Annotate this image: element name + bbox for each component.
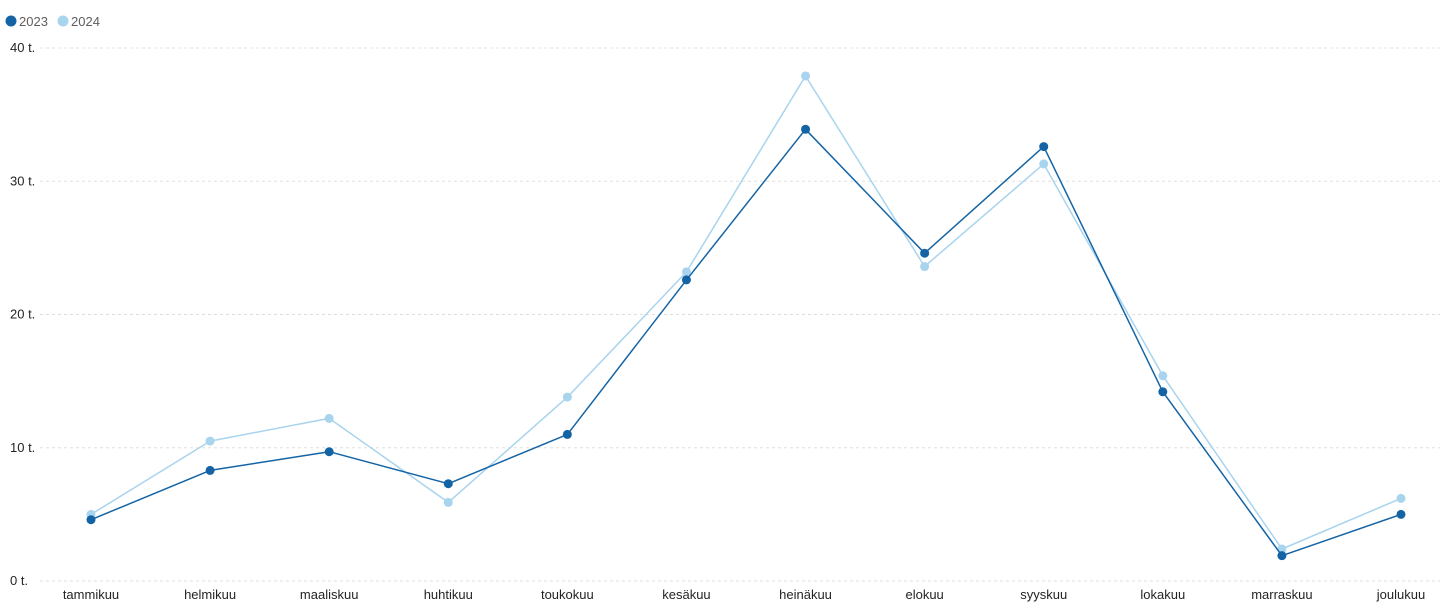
legend-marker-2023[interactable] [5,15,17,27]
legend-label-2023[interactable]: 2023 [19,14,48,29]
x-tick-label: helmikuu [184,587,236,602]
x-tick-label: tammikuu [63,587,119,602]
data-point-2024-marraskuu[interactable] [1277,544,1287,554]
gridlines [40,47,1440,582]
data-point-2024-toukokuu[interactable] [562,392,572,402]
data-point-2023-joulukuu[interactable] [1396,509,1406,519]
data-point-2024-elokuu[interactable] [920,262,930,272]
data-point-2024-heinäkuu[interactable] [801,71,811,81]
data-point-2024-lokakuu[interactable] [1158,371,1168,381]
legend-label-2024[interactable]: 2024 [71,14,100,29]
x-tick-label: heinäkuu [779,587,832,602]
data-point-2024-huhtikuu[interactable] [443,497,453,507]
x-axis: tammikuu helmikuu maaliskuu huhtikuu toukoku… [63,587,1425,602]
x-tick-label: huhtikuu [424,587,473,602]
x-tick-label: syyskuu [1020,587,1067,602]
data-point-2023-elokuu[interactable] [920,248,930,258]
x-tick-label: lokakuu [1140,587,1185,602]
data-point-2023-huhtikuu[interactable] [443,479,453,489]
data-point-2024-kesäkuu[interactable] [681,267,691,277]
data-point-2023-marraskuu[interactable] [1277,551,1287,561]
series-layer [86,71,1406,561]
y-tick-label: 0 t. [10,573,28,588]
legend-marker-2024[interactable] [57,15,69,27]
data-point-2023-helmikuu[interactable] [205,465,215,475]
legend: 2023 2024 [5,14,100,29]
x-tick-label: elokuu [905,587,943,602]
data-point-2023-maaliskuu[interactable] [324,447,334,457]
series-2023 [86,124,1406,561]
y-tick-label: 40 t. [10,40,35,55]
series-line-2024 [90,75,1402,550]
data-point-2023-kesäkuu[interactable] [681,275,691,285]
y-tick-label: 10 t. [10,440,35,455]
data-point-2023-heinäkuu[interactable] [801,124,811,134]
data-point-2024-syyskuu[interactable] [1039,159,1049,169]
x-tick-label: marraskuu [1251,587,1312,602]
series-line-2023 [90,128,1402,557]
data-point-2023-toukokuu[interactable] [562,429,572,439]
data-point-2023-lokakuu[interactable] [1158,387,1168,397]
y-tick-label: 30 t. [10,173,35,188]
y-tick-label: 20 t. [10,307,35,322]
data-point-2024-joulukuu[interactable] [1396,493,1406,503]
x-tick-label: toukokuu [541,587,594,602]
series-2024 [86,71,1406,554]
x-tick-label: kesäkuu [662,587,710,602]
x-tick-label: maaliskuu [300,587,359,602]
y-axis: 0 t. 10 t. 20 t. 30 t. 40 t. [10,40,35,588]
x-tick-label: joulukuu [1376,587,1425,602]
data-point-2023-tammikuu[interactable] [86,515,96,525]
data-point-2023-syyskuu[interactable] [1039,142,1049,152]
data-point-2024-helmikuu[interactable] [205,436,215,446]
data-point-2024-maaliskuu[interactable] [324,413,334,423]
